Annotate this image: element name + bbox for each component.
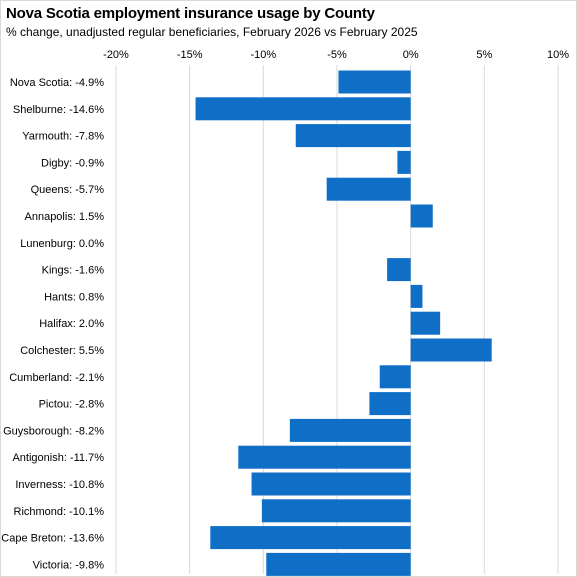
category-label: Yarmouth: -7.8% (22, 131, 104, 143)
x-axis-ticks: -20% -15% -10% -5% 0% 5% 10% (103, 49, 569, 61)
category-label: Kings: -1.6% (42, 265, 105, 277)
category-label: Colchester: 5.5% (20, 345, 104, 357)
bar (238, 445, 411, 469)
chart-subtitle: % change, unadjusted regular beneficiari… (6, 25, 418, 39)
category-label: Digby: -0.9% (41, 157, 104, 169)
category-label: Pictou: -2.8% (39, 399, 105, 411)
bar (369, 392, 411, 416)
x-tick-label: 5% (476, 49, 492, 61)
bar (387, 258, 411, 282)
bar (410, 284, 423, 308)
bar (261, 499, 411, 523)
bar (338, 70, 411, 94)
bar (326, 177, 411, 201)
bar (295, 124, 411, 148)
bars (195, 70, 492, 576)
bar (410, 204, 433, 228)
category-label: Shelburne: -14.6% (13, 104, 104, 116)
category-label: Victoria: -9.8% (33, 559, 105, 571)
category-label: Annapolis: 1.5% (25, 211, 105, 223)
x-tick-label: 0% (403, 49, 419, 61)
category-label: Cape Breton: -13.6% (1, 533, 104, 545)
category-label: Cumberland: -2.1% (9, 372, 104, 384)
x-tick-label: -20% (103, 49, 129, 61)
bar (289, 418, 411, 442)
category-label: Inverness: -10.8% (15, 479, 104, 491)
bar (266, 552, 411, 576)
category-label: Queens: -5.7% (31, 184, 105, 196)
category-label: Antigonish: -11.7% (12, 452, 104, 464)
category-label: Halifax: 2.0% (39, 318, 104, 330)
x-tick-label: -5% (327, 49, 347, 61)
bar (410, 338, 492, 362)
category-labels: Nova Scotia: -4.9% Shelburne: -14.6% Yarmo… (1, 77, 104, 571)
x-tick-label: 10% (547, 49, 569, 61)
bar (210, 526, 411, 550)
chart-title: Nova Scotia employment insurance usage b… (6, 5, 375, 22)
bar (195, 97, 411, 121)
bar (410, 311, 441, 335)
category-label: Lunenburg: 0.0% (20, 238, 104, 250)
category-label: Richmond: -10.1% (14, 506, 105, 518)
bar (379, 365, 411, 389)
category-label: Nova Scotia: -4.9% (10, 77, 104, 89)
category-label: Hants: 0.8% (44, 291, 104, 303)
bar (251, 472, 411, 496)
x-tick-label: -15% (177, 49, 203, 61)
category-label: Guysborough: -8.2% (3, 425, 104, 437)
bar (397, 150, 411, 174)
x-tick-label: -10% (250, 49, 276, 61)
